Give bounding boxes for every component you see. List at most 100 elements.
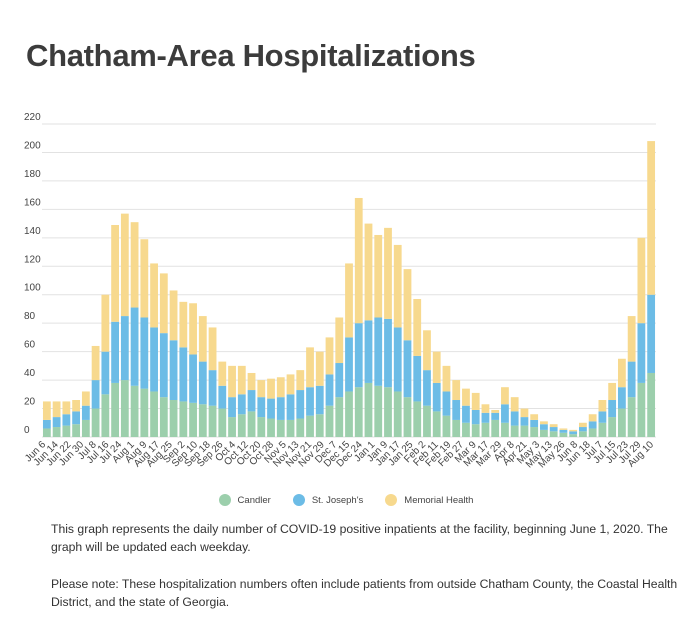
- bar-candler-jun-15[interactable]: [62, 425, 71, 437]
- bar-memorial-health-jun-22[interactable]: [72, 400, 81, 412]
- bar-st-joseph-s-oct-19[interactable]: [237, 394, 246, 415]
- bar-memorial-health-apr-26[interactable]: [501, 387, 509, 405]
- bar-st-joseph-s-dec-28[interactable]: [335, 363, 344, 398]
- bar-memorial-health-feb-15[interactable]: [403, 269, 412, 341]
- bar-memorial-health-apr-19[interactable]: [491, 409, 500, 413]
- bar-candler-jun-22[interactable]: [72, 424, 81, 437]
- bar-candler-apr-5[interactable]: [471, 424, 480, 437]
- bar-candler-oct-26[interactable]: [247, 411, 256, 437]
- bar-candler-mar-22[interactable]: [452, 419, 461, 437]
- bar-candler-nov-16[interactable]: [276, 419, 285, 437]
- bar-candler-may-31[interactable]: [549, 431, 558, 437]
- bar-memorial-health-sep-28[interactable]: [208, 327, 217, 371]
- bar-st-joseph-s-jun-14[interactable]: [569, 431, 578, 435]
- bar-st-joseph-s-oct-12[interactable]: [228, 397, 236, 418]
- bar-candler-oct-12[interactable]: [228, 417, 236, 437]
- bar-candler-mar-15[interactable]: [442, 415, 451, 437]
- bar-memorial-health-nov-16[interactable]: [276, 377, 285, 398]
- bar-st-joseph-s-jul-26[interactable]: [627, 361, 636, 398]
- bar-memorial-health-nov-2[interactable]: [257, 380, 266, 398]
- bar-st-joseph-s-dec-14[interactable]: [315, 385, 324, 415]
- bar-candler-jun-8[interactable]: [52, 427, 61, 437]
- bar-st-joseph-s-mar-8[interactable]: [432, 382, 441, 412]
- bar-memorial-health-jun-21[interactable]: [579, 422, 587, 428]
- legend-item-candler[interactable]: Candler: [218, 494, 271, 506]
- bar-memorial-health-jan-25[interactable]: [374, 234, 383, 318]
- bar-memorial-health-feb-22[interactable]: [413, 299, 422, 356]
- bar-candler-jul-19[interactable]: [617, 408, 626, 437]
- bar-candler-may-3[interactable]: [510, 425, 519, 437]
- bar-st-joseph-s-jul-19[interactable]: [617, 387, 626, 409]
- bar-memorial-health-apr-12[interactable]: [481, 404, 490, 413]
- bar-candler-feb-8[interactable]: [393, 391, 402, 437]
- bar-st-joseph-s-aug-2[interactable]: [637, 323, 646, 383]
- bar-st-joseph-s-aug-17[interactable]: [150, 327, 158, 392]
- bar-memorial-health-mar-29[interactable]: [462, 388, 470, 406]
- bar-candler-dec-14[interactable]: [315, 414, 324, 437]
- bar-memorial-health-aug-10[interactable]: [140, 239, 149, 318]
- bar-memorial-health-aug-10[interactable]: [647, 141, 656, 295]
- bar-st-joseph-s-nov-16[interactable]: [276, 397, 285, 420]
- bar-candler-jul-13[interactable]: [101, 394, 110, 437]
- bar-memorial-health-mar-1[interactable]: [423, 330, 431, 371]
- bar-candler-jul-12[interactable]: [608, 417, 617, 437]
- bar-st-joseph-s-aug-10[interactable]: [647, 294, 656, 373]
- bar-memorial-health-oct-26[interactable]: [247, 372, 256, 391]
- bar-memorial-health-aug-2[interactable]: [637, 237, 646, 324]
- bar-st-joseph-s-nov-2[interactable]: [257, 397, 266, 418]
- bar-memorial-health-jun-7[interactable]: [559, 428, 568, 430]
- bar-st-joseph-s-oct-5[interactable]: [218, 385, 227, 409]
- bar-candler-aug-24[interactable]: [159, 397, 168, 437]
- bar-candler-oct-5[interactable]: [218, 408, 227, 437]
- bar-st-joseph-s-apr-12[interactable]: [481, 412, 490, 423]
- bar-st-joseph-s-jan-4[interactable]: [345, 337, 353, 392]
- bar-memorial-health-nov-23[interactable]: [286, 374, 295, 395]
- bar-memorial-health-jul-5[interactable]: [598, 400, 607, 412]
- bar-candler-mar-1[interactable]: [423, 405, 431, 437]
- bar-memorial-health-dec-21[interactable]: [325, 337, 334, 375]
- bar-candler-aug-10[interactable]: [140, 388, 149, 437]
- legend-item-st-josephs[interactable]: St. Joseph's: [292, 494, 363, 506]
- bar-candler-may-17[interactable]: [530, 427, 539, 437]
- bar-st-joseph-s-jul-12[interactable]: [608, 400, 617, 418]
- bar-memorial-health-sep-14[interactable]: [189, 303, 197, 355]
- bar-st-joseph-s-may-10[interactable]: [520, 417, 529, 426]
- bar-st-joseph-s-aug-3[interactable]: [130, 307, 139, 386]
- bar-st-joseph-s-apr-26[interactable]: [501, 404, 509, 423]
- bar-candler-jan-11[interactable]: [354, 387, 363, 437]
- bar-memorial-health-aug-24[interactable]: [159, 273, 168, 334]
- bar-st-joseph-s-dec-7[interactable]: [306, 387, 314, 416]
- bar-candler-dec-21[interactable]: [325, 405, 334, 437]
- bar-memorial-health-mar-15[interactable]: [442, 365, 451, 392]
- bar-memorial-health-dec-28[interactable]: [335, 317, 344, 364]
- bar-memorial-health-dec-7[interactable]: [306, 347, 314, 388]
- bar-memorial-health-jan-11[interactable]: [354, 197, 363, 324]
- bar-st-joseph-s-may-24[interactable]: [540, 424, 548, 430]
- bar-st-joseph-s-sep-14[interactable]: [189, 354, 197, 403]
- bar-st-joseph-s-mar-29[interactable]: [462, 405, 470, 423]
- bar-candler-jun-14[interactable]: [569, 434, 578, 437]
- bar-candler-sep-21[interactable]: [198, 404, 207, 437]
- bar-st-joseph-s-jun-1[interactable]: [42, 419, 51, 429]
- bar-st-joseph-s-apr-19[interactable]: [491, 412, 500, 420]
- bar-memorial-health-mar-22[interactable]: [452, 380, 461, 401]
- bar-candler-feb-15[interactable]: [403, 397, 412, 437]
- bar-candler-apr-19[interactable]: [491, 419, 500, 437]
- bar-memorial-health-dec-14[interactable]: [315, 351, 324, 386]
- bar-candler-jul-20[interactable]: [111, 382, 119, 437]
- bar-memorial-health-oct-19[interactable]: [237, 365, 246, 395]
- bar-candler-jul-26[interactable]: [627, 397, 636, 437]
- bar-st-joseph-s-jul-20[interactable]: [111, 321, 119, 383]
- legend-item-memorial-health[interactable]: Memorial Health: [385, 494, 473, 506]
- bar-st-joseph-s-jan-18[interactable]: [364, 320, 373, 383]
- bar-st-joseph-s-jun-22[interactable]: [72, 411, 81, 425]
- bar-candler-nov-30[interactable]: [296, 418, 305, 438]
- bar-candler-jul-5[interactable]: [598, 422, 607, 437]
- bar-st-joseph-s-apr-5[interactable]: [471, 409, 480, 425]
- bar-candler-aug-10[interactable]: [647, 372, 656, 437]
- bar-candler-aug-3[interactable]: [130, 385, 139, 437]
- bar-memorial-health-jul-13[interactable]: [101, 294, 110, 352]
- bar-candler-aug-2[interactable]: [637, 382, 646, 437]
- bar-st-joseph-s-aug-31[interactable]: [169, 340, 178, 400]
- bar-memorial-health-jan-18[interactable]: [364, 223, 373, 321]
